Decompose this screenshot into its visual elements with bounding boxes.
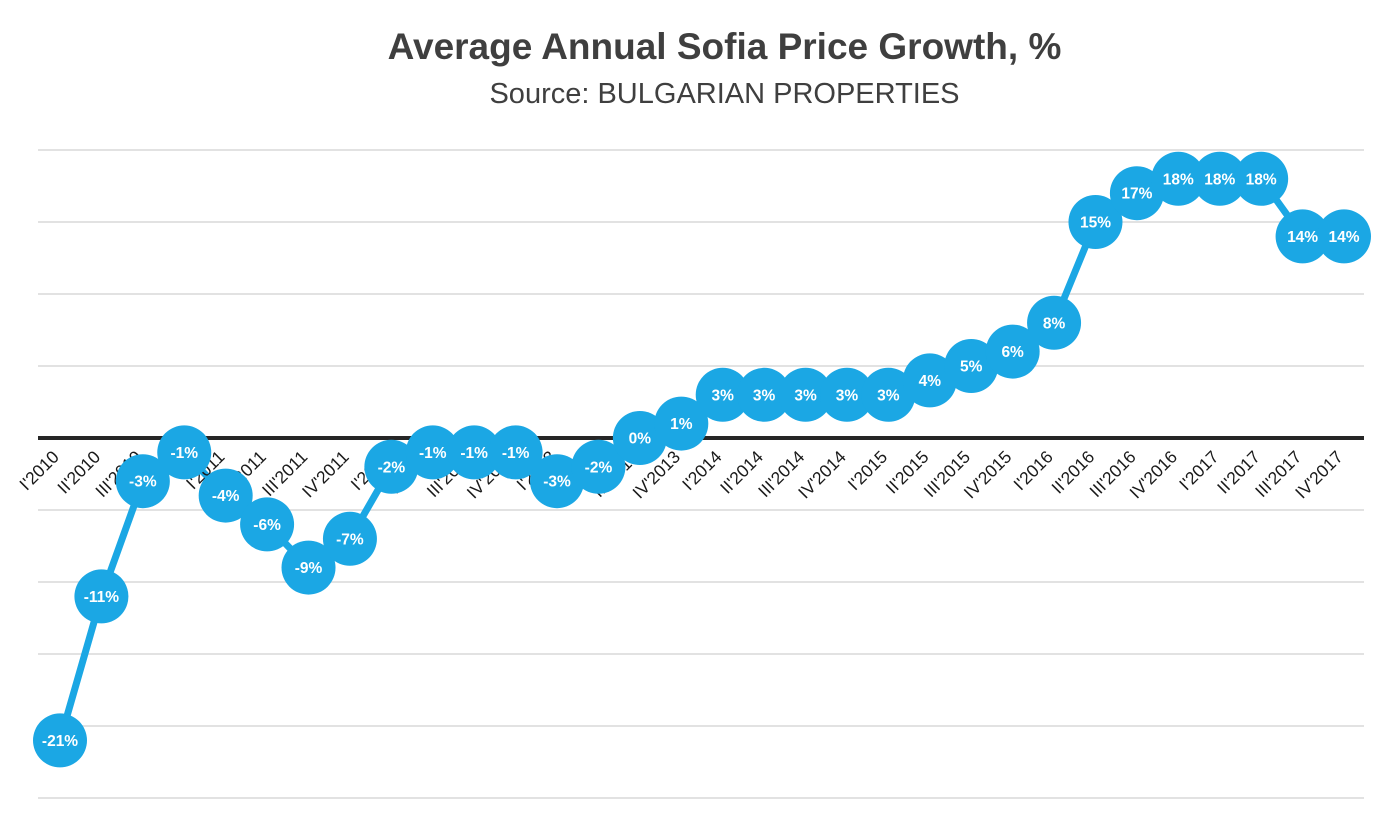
data-point-marker: [944, 339, 999, 393]
data-point-marker: [1317, 209, 1371, 264]
data-point-label: -2%: [378, 459, 406, 476]
data-point-marker: [281, 540, 336, 595]
data-point-label: -1%: [460, 445, 488, 462]
data-point-marker: [198, 468, 253, 523]
data-point-marker: [571, 439, 626, 494]
data-point-marker: [861, 367, 916, 422]
data-point-marker: [157, 425, 212, 480]
data-point-label: 3%: [794, 387, 817, 404]
data-point-label: -3%: [543, 474, 571, 491]
data-point-label: -9%: [295, 560, 323, 577]
data-point-marker: [695, 367, 750, 422]
data-point-marker: [1275, 209, 1330, 264]
data-point-label: 18%: [1163, 171, 1194, 188]
data-point-label: -1%: [170, 445, 198, 462]
data-point-label: -21%: [42, 733, 78, 750]
x-axis-tick-label: IV'2011: [298, 447, 353, 502]
data-point-marker: [737, 367, 792, 422]
data-point-label: 3%: [753, 387, 776, 404]
data-point-marker: [364, 439, 419, 494]
data-point-label: -11%: [84, 589, 120, 606]
data-point-marker: [1192, 151, 1247, 206]
data-point-label: 3%: [836, 387, 859, 404]
data-point-marker: [819, 367, 874, 422]
data-point-marker: [33, 713, 87, 768]
data-point-marker: [654, 396, 709, 451]
data-point-marker: [115, 454, 170, 509]
data-point-label: 3%: [712, 387, 735, 404]
data-point-label: 8%: [1043, 315, 1066, 332]
data-point-marker: [488, 425, 543, 480]
data-point-marker: [447, 425, 502, 480]
data-point-label: -1%: [419, 445, 447, 462]
data-point-marker: [1151, 151, 1206, 206]
data-point-marker: [778, 367, 833, 422]
data-point-label: 5%: [960, 359, 983, 376]
data-point-label: 18%: [1246, 171, 1277, 188]
data-point-marker: [1234, 151, 1289, 206]
data-point-label: -1%: [502, 445, 530, 462]
data-point-marker: [530, 454, 585, 509]
data-point-label: 0%: [629, 431, 652, 448]
data-point-label: 18%: [1204, 171, 1235, 188]
data-point-marker: [1109, 166, 1164, 221]
data-point-label: 3%: [877, 387, 900, 404]
data-point-marker: [1027, 295, 1082, 350]
data-point-label: -3%: [129, 474, 157, 491]
data-point-marker: [240, 497, 295, 552]
data-point-marker: [322, 511, 377, 566]
data-point-label: -7%: [336, 531, 364, 548]
data-point-label: 4%: [919, 373, 942, 390]
data-point-marker: [612, 411, 667, 465]
data-point-label: 6%: [1001, 344, 1024, 361]
data-point-label: 17%: [1121, 186, 1152, 203]
data-point-marker: [405, 425, 460, 480]
data-point-label: -6%: [253, 517, 281, 534]
data-point-marker: [985, 324, 1040, 379]
data-point-label: 1%: [670, 416, 693, 433]
x-axis-tick-label: IV'2014: [794, 447, 850, 503]
data-point-label: 14%: [1287, 229, 1318, 246]
data-point-marker: [902, 353, 957, 408]
data-point-marker: [1068, 195, 1123, 249]
data-point-label: -2%: [585, 459, 613, 476]
data-point-marker: [74, 569, 129, 624]
data-point-label: 15%: [1080, 215, 1111, 232]
data-point-label: 14%: [1328, 229, 1359, 246]
data-point-label: -4%: [212, 488, 240, 505]
